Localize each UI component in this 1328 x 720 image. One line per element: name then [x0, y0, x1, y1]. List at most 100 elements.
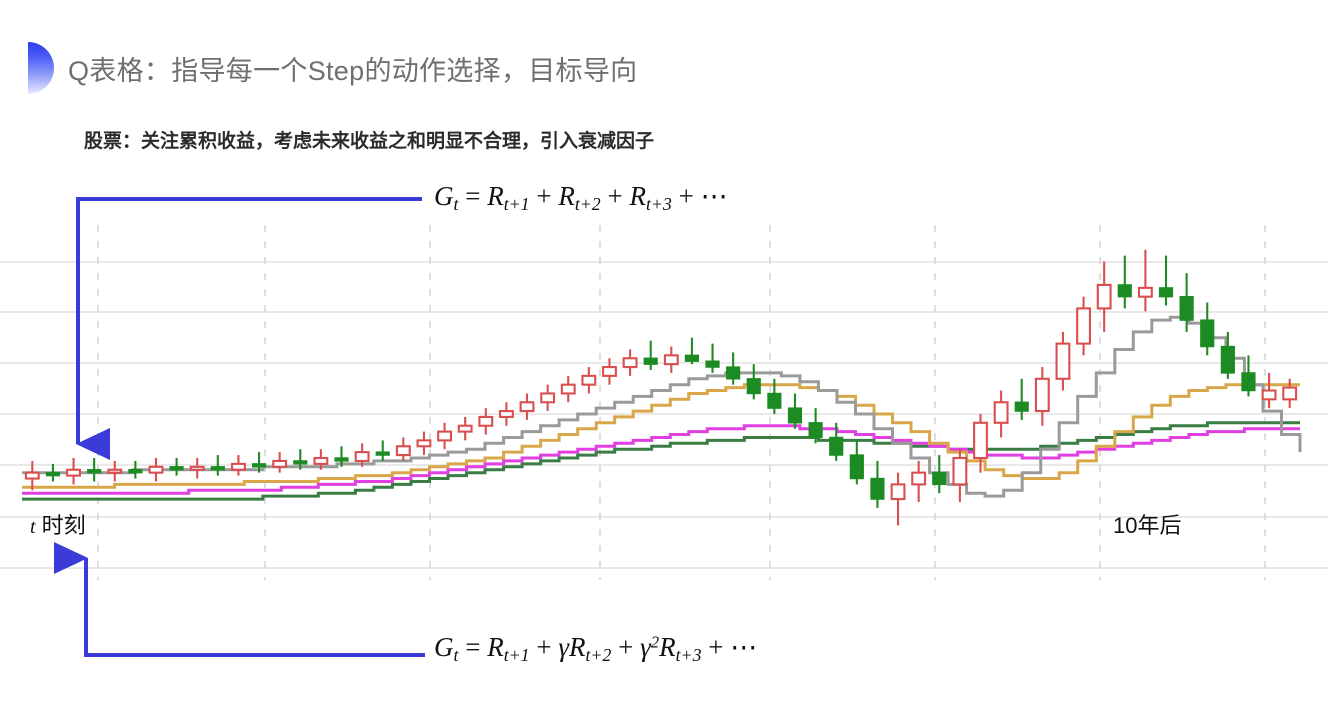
- candle-body: [169, 466, 184, 471]
- candle-body: [457, 424, 473, 433]
- candle-20: [437, 422, 453, 450]
- candle-body: [705, 360, 720, 368]
- candle-61: [1282, 378, 1298, 409]
- candle-3: [87, 458, 102, 482]
- candle-26: [560, 375, 576, 403]
- candle-36: [767, 378, 782, 414]
- candle-body: [911, 471, 927, 486]
- candle-body: [230, 462, 246, 471]
- page-title: Q表格：指导每一个Step的动作选择，目标导向: [28, 42, 637, 94]
- candle-21: [457, 416, 473, 441]
- subtitle-text: 股票：关注累积收益，考虑未来收益之和明显不合理，引入衰减因子: [84, 131, 655, 152]
- formula2-gamma2: γ: [558, 632, 569, 662]
- candle-29: [622, 349, 638, 376]
- ma-line-ma-gray: [22, 315, 1302, 498]
- candle-24: [519, 393, 535, 420]
- formula2-gamma3-exp: 2: [650, 632, 660, 652]
- formula1-R2: R: [558, 181, 575, 211]
- candle-4: [107, 460, 123, 482]
- formula2-equals: =: [465, 632, 481, 662]
- candle-58: [1220, 331, 1235, 379]
- candle-19: [416, 431, 432, 456]
- half-circle-bullet-icon: [28, 42, 54, 94]
- candle-body: [148, 465, 164, 474]
- ma-line-ma-gold: [22, 383, 1300, 489]
- candle-18: [395, 437, 411, 461]
- candle-body: [395, 445, 411, 457]
- formula2-gamma3: γ: [640, 632, 651, 662]
- candle-53: [1117, 255, 1132, 309]
- candle-22: [478, 408, 494, 435]
- candle-body: [354, 451, 370, 462]
- ma-line-ma-green: [22, 421, 1300, 501]
- candle-34: [726, 352, 741, 385]
- candle-body: [1200, 319, 1215, 348]
- candle-body: [128, 469, 143, 474]
- formula2-R1-sub: t+1: [503, 644, 530, 665]
- candle-10: [230, 455, 246, 476]
- formula1-R2-sub: t+2: [574, 193, 601, 214]
- candle-47: [993, 390, 1009, 438]
- candle-56: [1179, 273, 1194, 332]
- chart-candles: [24, 249, 1298, 526]
- formula1-R1: R: [487, 181, 504, 211]
- t-moment-label: t 时刻: [30, 508, 86, 540]
- candle-body: [540, 392, 556, 404]
- candle-body: [767, 392, 782, 409]
- candle-body: [293, 460, 308, 465]
- candle-body: [1179, 295, 1194, 321]
- candle-27: [581, 367, 597, 394]
- candle-body: [210, 466, 225, 471]
- candle-37: [787, 393, 803, 429]
- candle-body: [66, 468, 81, 477]
- candle-33: [705, 343, 720, 373]
- candle-body: [1220, 345, 1235, 374]
- candle-body: [1158, 287, 1174, 298]
- formula1-R3: R: [629, 181, 646, 211]
- formula2-plus3: +: [708, 632, 724, 662]
- candle-8: [189, 458, 205, 479]
- formula2-G-sub: t: [453, 644, 459, 665]
- formula1-plus2: +: [607, 181, 623, 211]
- candle-48: [1014, 378, 1029, 420]
- candle-52: [1096, 261, 1112, 332]
- candle-body: [787, 407, 803, 424]
- candle-40: [849, 440, 864, 485]
- candle-body: [1241, 372, 1256, 392]
- candle-28: [602, 358, 617, 385]
- candle-14: [313, 449, 329, 470]
- candle-body: [45, 471, 61, 477]
- formula2-R3: R: [659, 632, 676, 662]
- candle-25: [540, 384, 556, 412]
- formula1-G-sub: t: [453, 193, 459, 214]
- formula2-plus1: +: [536, 632, 552, 662]
- candle-body: [313, 456, 329, 465]
- candle-13: [293, 449, 308, 470]
- candle-body: [622, 357, 638, 369]
- candle-body: [746, 378, 761, 395]
- stock-candlestick-chart: [0, 225, 1328, 580]
- candle-54: [1137, 249, 1153, 312]
- candle-body: [932, 471, 947, 486]
- candle-46: [973, 414, 988, 473]
- ten-years-later-label: 10年后: [1113, 513, 1182, 538]
- candle-12: [272, 452, 288, 473]
- t-italic: t: [30, 516, 36, 538]
- formula2-R2: R: [568, 632, 586, 662]
- formula1-ellipsis: ⋯: [700, 181, 728, 211]
- formula-discounted-return: Gt = Rt+1 + γRt+2 + γ2Rt+3 + ⋯: [434, 632, 757, 666]
- candle-32: [684, 337, 700, 365]
- candle-body: [1096, 283, 1112, 310]
- formula2-R2-sub: t+2: [585, 644, 612, 665]
- candle-7: [169, 458, 184, 476]
- candle-body: [1282, 386, 1298, 401]
- candle-body: [24, 471, 40, 480]
- candle-41: [870, 460, 885, 508]
- candle-11: [251, 452, 267, 473]
- candle-31: [663, 346, 679, 373]
- candle-44: [932, 455, 947, 494]
- candle-body: [1117, 284, 1132, 298]
- candle-body: [560, 383, 576, 395]
- chart-canvas: [0, 225, 1328, 580]
- candle-body: [437, 430, 453, 442]
